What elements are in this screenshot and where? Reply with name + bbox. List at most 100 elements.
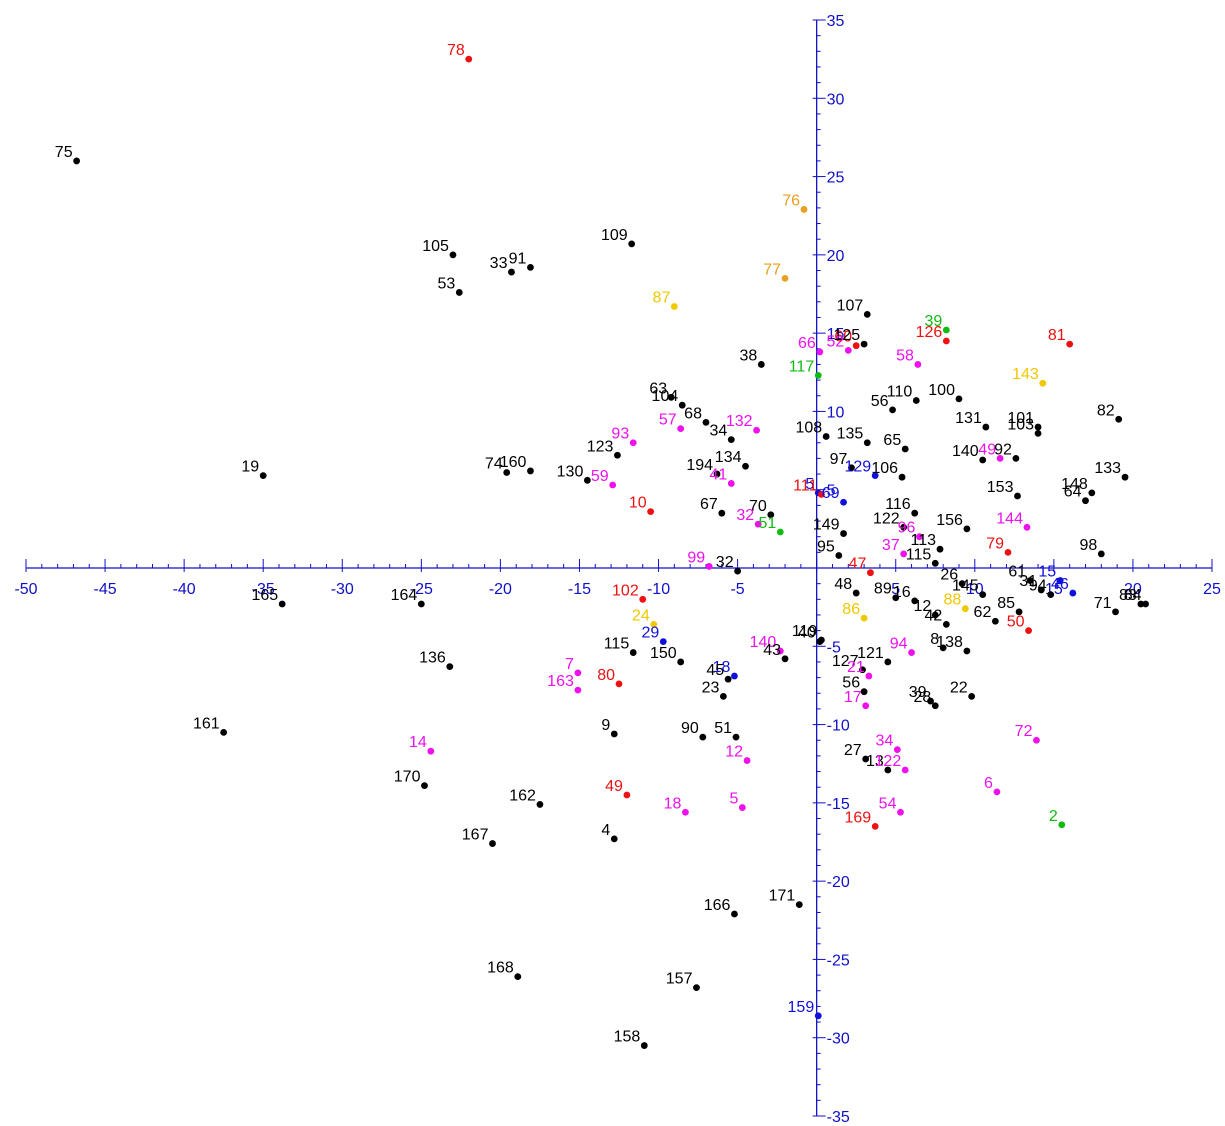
data-label: 96: [898, 520, 916, 537]
data-label: 167: [462, 827, 489, 844]
data-point: [1066, 340, 1074, 348]
data-label: 86: [842, 601, 860, 618]
data-label: 100: [928, 382, 955, 399]
data-label: 99: [687, 549, 705, 566]
data-point: [527, 467, 534, 475]
data-label: 57: [659, 412, 677, 429]
data-label: 97: [830, 451, 848, 468]
data-label: 122: [873, 510, 900, 527]
data-label: 67: [700, 496, 718, 513]
data-label: 168: [487, 960, 514, 977]
data-point: [901, 445, 909, 453]
data-point: [610, 835, 618, 843]
data-point: [754, 520, 762, 528]
data-label: 12: [725, 744, 743, 761]
data-label: 116: [885, 496, 911, 513]
data-label: 40: [798, 625, 816, 642]
data-point: [508, 268, 515, 276]
data-label: 28: [913, 689, 931, 706]
data-point: [867, 569, 874, 577]
data-label: 32: [736, 507, 754, 524]
data-label: 56: [842, 675, 860, 692]
x-tick-label: -30: [331, 581, 354, 598]
data-label: 165: [251, 587, 278, 604]
data-point: [574, 669, 582, 677]
data-point: [1034, 423, 1042, 431]
data-point: [455, 289, 463, 296]
data-label: 24: [632, 607, 650, 624]
data-point: [835, 552, 843, 559]
data-point: [1037, 586, 1045, 594]
data-point: [629, 649, 637, 656]
data-point: [527, 263, 534, 271]
data-label: 160: [500, 454, 527, 471]
data-label: 19: [241, 459, 259, 476]
data-label: 127: [832, 653, 859, 670]
data-label: 148: [1061, 476, 1088, 493]
data-label: 48: [834, 576, 852, 593]
data-label: 41: [709, 466, 727, 483]
data-label: 105: [422, 238, 449, 255]
data-label: 144: [996, 510, 1023, 527]
data-point: [931, 559, 939, 567]
data-label: 58: [896, 347, 914, 364]
data-label: 136: [419, 650, 446, 667]
data-point: [677, 425, 685, 433]
data-label: 117: [789, 358, 815, 375]
data-label: 37: [882, 537, 900, 554]
data-label: 34: [876, 733, 894, 750]
data-point: [614, 451, 621, 459]
data-label: 122: [875, 753, 902, 770]
data-point: [863, 439, 871, 447]
data-point: [871, 472, 879, 480]
data-point: [514, 973, 522, 981]
data-label: 54: [879, 795, 897, 812]
data-point: [982, 423, 990, 431]
data-point: [884, 766, 892, 774]
data-point: [1058, 821, 1066, 829]
data-point: [860, 340, 868, 348]
data-point: [814, 372, 822, 379]
data-label: 21: [847, 659, 865, 676]
data-point: [863, 310, 871, 318]
data-point: [931, 611, 939, 619]
data-point: [610, 730, 618, 738]
data-point: [911, 509, 919, 517]
data-label: 169: [844, 809, 871, 826]
data-label: 4: [601, 822, 610, 839]
data-point: [732, 733, 740, 741]
data-label: 18: [664, 795, 682, 812]
data-point: [1039, 379, 1047, 387]
y-tick-label: -30: [827, 1031, 850, 1048]
data-point: [892, 594, 900, 602]
data-point: [731, 910, 738, 918]
x-tick-label: 20: [1124, 581, 1142, 598]
data-point: [991, 617, 999, 625]
data-point: [705, 563, 713, 570]
data-point: [1137, 600, 1145, 608]
data-point: [852, 589, 860, 597]
y-tick-label: -5: [827, 639, 841, 656]
data-label: 157: [666, 971, 693, 988]
data-label: 16: [893, 584, 911, 601]
data-point: [647, 508, 655, 516]
data-point: [682, 808, 689, 816]
data-label: 31: [1019, 573, 1037, 590]
data-point: [1056, 577, 1064, 584]
data-point: [629, 439, 637, 447]
data-point: [844, 346, 852, 354]
data-point: [911, 597, 919, 605]
data-point: [753, 426, 760, 434]
data-point: [979, 456, 987, 464]
data-point: [852, 342, 860, 350]
data-point: [963, 525, 971, 533]
data-point: [1012, 455, 1020, 462]
data-point: [1026, 577, 1034, 584]
data-point: [795, 901, 803, 909]
data-label: 72: [1015, 723, 1033, 740]
data-label: 110: [887, 383, 913, 400]
data-label: 17: [844, 689, 862, 706]
data-point: [678, 401, 686, 409]
data-point: [278, 600, 286, 608]
